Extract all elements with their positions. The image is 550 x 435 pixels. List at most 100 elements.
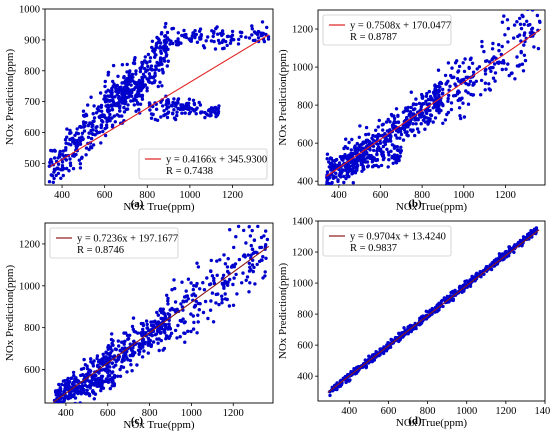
x-tick-label: 1400 — [535, 406, 550, 417]
scatter-point — [90, 375, 94, 379]
scatter-point — [52, 419, 55, 422]
legend-box — [322, 225, 452, 257]
scatter-point — [80, 135, 84, 139]
scatter-point — [383, 140, 388, 144]
scatter-point — [493, 71, 498, 75]
scatter-point — [86, 123, 91, 128]
scatter-point — [415, 127, 420, 131]
scatter-point — [117, 86, 121, 91]
scatter-point — [175, 101, 179, 105]
scatter-point — [420, 102, 425, 106]
scatter-point — [453, 82, 457, 86]
scatter-point — [68, 128, 72, 133]
scatter-point — [425, 91, 429, 96]
scatter-point — [85, 367, 90, 371]
scatter-point — [117, 104, 122, 108]
y-tick-label: 500 — [24, 159, 40, 170]
scatter-point — [173, 286, 177, 291]
scatter-point — [384, 136, 388, 140]
scatter-point — [376, 145, 381, 149]
scatter-point — [133, 330, 138, 334]
x-tick-label: 800 — [414, 190, 430, 201]
legend-equation: y = 0.7508x + 170.0477 — [350, 21, 451, 32]
scatter-point — [245, 275, 250, 279]
scatter-point — [339, 155, 343, 159]
scatter-point — [145, 322, 149, 327]
scatter-point — [397, 332, 401, 336]
scatter-point — [212, 39, 216, 44]
scatter-point — [72, 373, 76, 378]
scatter-point — [131, 327, 135, 332]
scatter-point — [146, 64, 150, 69]
scatter-point — [143, 55, 147, 59]
scatter-point — [462, 69, 467, 74]
scatter-point — [155, 310, 159, 315]
scatter-point — [398, 129, 403, 134]
scatter-point — [216, 38, 221, 43]
scatter-point — [538, 1, 541, 4]
scatter-point — [419, 122, 423, 126]
x-axis-label: NOx True(ppm) — [396, 201, 468, 213]
scatter-point — [431, 120, 435, 124]
scatter-point — [71, 166, 76, 171]
scatter-point — [235, 292, 239, 296]
scatter-point — [52, 156, 57, 160]
scatter-point — [124, 331, 128, 335]
scatter-point — [392, 153, 397, 157]
scatter-point — [407, 112, 412, 117]
scatter-point — [325, 178, 330, 182]
scatter-point — [264, 256, 268, 260]
scatter-point — [48, 196, 51, 199]
scatter-point — [112, 114, 117, 118]
scatter-point — [118, 109, 122, 113]
scatter-point — [165, 53, 169, 57]
scatter-point — [78, 166, 83, 170]
scatter-point — [382, 345, 386, 349]
scatter-point — [65, 135, 69, 139]
scatter-point — [162, 346, 167, 351]
scatter-point — [472, 82, 476, 86]
scatter-point — [534, 226, 539, 230]
scatter-point — [204, 39, 208, 43]
scatter-point — [447, 93, 451, 98]
scatter-point — [396, 113, 400, 118]
scatter-point — [351, 181, 355, 185]
y-tick-label: 400 — [297, 372, 313, 383]
scatter-point — [461, 101, 465, 105]
scatter-point — [155, 337, 159, 341]
scatter-point — [76, 141, 80, 145]
scatter-point — [195, 106, 199, 110]
scatter-point — [385, 147, 389, 151]
scatter-point — [149, 320, 153, 324]
scatter-point — [141, 72, 146, 77]
x-tick-label: 600 — [373, 190, 389, 201]
scatter-point — [89, 357, 93, 361]
scatter-point — [84, 146, 89, 150]
scatter-point — [163, 44, 167, 49]
scatter-point — [120, 81, 124, 85]
scatter-point — [92, 104, 96, 108]
scatter-point — [522, 236, 527, 240]
scatter-point — [449, 73, 453, 78]
scatter-point — [183, 340, 187, 344]
scatter-point — [250, 24, 254, 28]
scatter-point — [158, 80, 162, 85]
scatter-point — [228, 277, 232, 282]
scatter-point — [201, 310, 206, 315]
scatter-point — [399, 132, 404, 137]
scatter-point — [152, 80, 156, 85]
scatter-point — [326, 196, 329, 199]
scatter-point — [159, 308, 163, 312]
scatter-points — [47, 20, 271, 199]
scatter-point — [436, 68, 441, 72]
scatter-point — [517, 64, 521, 68]
scatter-point — [156, 84, 160, 89]
scatter-point — [67, 393, 72, 397]
scatter-point — [72, 138, 77, 142]
scatter-point — [387, 153, 391, 157]
scatter-point — [144, 331, 148, 335]
scatter-point — [114, 359, 119, 363]
scatter-point — [414, 118, 418, 122]
scatter-point — [54, 173, 58, 178]
scatter-point — [119, 88, 124, 92]
